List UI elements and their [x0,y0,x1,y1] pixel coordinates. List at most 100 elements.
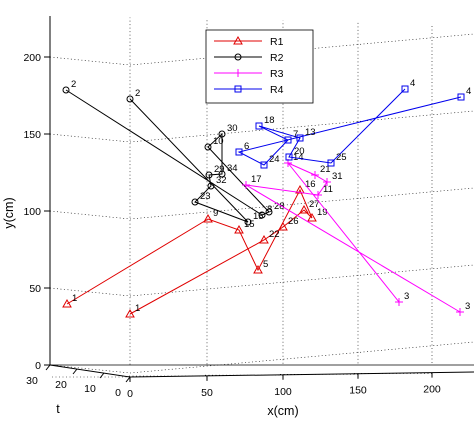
point-label: 1 [135,303,140,314]
data-point-triangle [233,35,243,45]
legend-item-r3: R3 [214,68,284,80]
grid-line-horizontal [49,56,131,66]
data-point-square [255,122,263,130]
t-tick-label: 20 [55,379,67,391]
x-axis-label: x(cm) [267,404,298,418]
data-point-plus [323,178,331,186]
point-label: 4 [410,78,415,89]
data-point-square [235,148,243,156]
data-point-triangle [203,213,213,223]
legend-item-r1: R1 [214,35,284,48]
point-label: 18 [264,115,275,126]
series-line [66,188,313,315]
data-point-circle [204,143,212,151]
data-point-triangle [62,298,72,308]
t-tick [72,368,78,375]
t-tick [99,372,105,379]
data-point-triangle [307,212,317,222]
data-point-square [285,153,293,161]
point-label: 34 [227,163,238,174]
point-label: 3 [465,301,470,312]
point-label: 28 [274,201,285,212]
data-point-plus [234,69,242,77]
point-label: 9 [213,208,218,219]
data-point-square [296,134,304,142]
point-label: 25 [336,152,347,163]
y-axis-label: y(cm) [2,197,16,228]
point-label: 10 [213,136,224,147]
data-point-plus [242,181,250,189]
point-label: 19 [317,207,328,218]
data-point-plus [311,171,319,179]
data-point-circle [205,171,213,179]
legend-item-r4: R4 [214,84,284,96]
legend-rows: R1 R2 R3 R4 [214,35,284,96]
data-point-square [401,85,409,93]
point-label: 32 [216,175,227,186]
y-tick-label: 200 [23,52,41,64]
legend-item-r2: R2 [214,52,284,64]
t-axis-label: t [56,402,60,416]
data-point-triangle [234,224,244,234]
point-label: 16 [305,179,316,190]
point-label: 11 [323,184,333,195]
series-line [65,89,270,223]
y-tick-label: 150 [23,129,41,141]
t-tick-label: 10 [84,383,96,395]
y-tick-label: 100 [23,206,41,218]
data-point-circle [218,170,226,178]
x-tick-label: 50 [201,387,213,399]
data-point-plus [395,298,403,306]
legend: R1 R2 R3 R4 [205,29,314,104]
x-tick-label: 100 [274,386,292,398]
data-point-circle [62,86,70,94]
point-label: 24 [269,154,280,165]
grid-line-horizontal [49,210,131,220]
point-label: 1 [72,293,77,304]
point-label: 22 [269,229,280,240]
t-tick [125,376,131,383]
t-tick-label: 0 [115,387,121,399]
point-label: 14 [293,152,304,163]
grid-line-horizontal [129,187,474,220]
data-point-circle [258,211,266,219]
t-axis-line [49,364,131,378]
legend-box [205,29,314,104]
data-point-circle [218,130,226,138]
point-label: 17 [251,174,262,185]
data-point-square [234,85,242,93]
data-point-plus [314,191,322,199]
point-label: 13 [305,127,316,138]
grid-layer [49,16,474,378]
data-point-square [260,161,268,169]
x-tick-label: 0 [127,388,133,400]
series-line [237,88,462,166]
point-label: 30 [227,123,238,134]
point-label: 27 [309,199,320,210]
legend-label: R3 [270,68,284,80]
data-point-square [284,136,292,144]
point-label: 2 [135,88,140,99]
legend-label: R2 [270,52,284,64]
data-point-triangle [299,204,309,214]
data-point-triangle [278,221,288,231]
point-label: 20 [294,146,305,157]
point-label: 4 [466,86,471,97]
data-point-square [457,93,465,101]
legend-label: R4 [270,84,284,96]
grid-line-horizontal [49,133,131,143]
data-point-circle [126,95,134,103]
point-label: 6 [244,141,249,152]
grid-line-horizontal [129,341,474,374]
t-tick [45,364,51,371]
data-point-circle [234,53,242,61]
point-label: 26 [288,216,299,227]
x-axis-line [129,371,474,378]
